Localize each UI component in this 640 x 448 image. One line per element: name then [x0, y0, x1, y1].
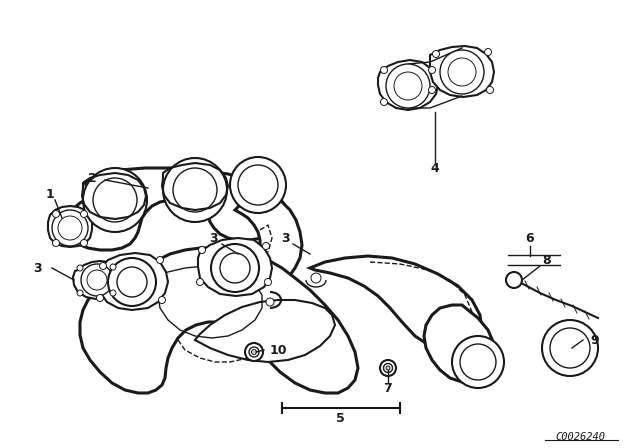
Circle shape	[77, 265, 83, 271]
Circle shape	[52, 210, 88, 246]
Circle shape	[252, 349, 257, 354]
Circle shape	[249, 347, 259, 357]
Text: C0026240: C0026240	[555, 432, 605, 442]
Circle shape	[484, 48, 492, 56]
Polygon shape	[48, 206, 92, 247]
Circle shape	[381, 99, 387, 105]
Circle shape	[394, 72, 422, 100]
Circle shape	[83, 168, 147, 232]
Circle shape	[266, 298, 274, 306]
Circle shape	[542, 320, 598, 376]
Circle shape	[220, 253, 250, 283]
Circle shape	[452, 336, 504, 388]
Polygon shape	[97, 253, 168, 310]
Circle shape	[81, 264, 113, 296]
Circle shape	[87, 270, 107, 290]
Circle shape	[110, 264, 116, 270]
Polygon shape	[424, 305, 496, 382]
Circle shape	[211, 244, 259, 292]
Text: 5: 5	[335, 412, 344, 425]
Circle shape	[117, 267, 147, 297]
Circle shape	[429, 66, 435, 73]
Polygon shape	[80, 248, 358, 393]
Circle shape	[52, 211, 60, 217]
Circle shape	[311, 273, 321, 283]
Circle shape	[380, 360, 396, 376]
Polygon shape	[378, 60, 438, 110]
Circle shape	[245, 343, 263, 361]
Circle shape	[81, 211, 88, 217]
Circle shape	[262, 242, 269, 250]
Circle shape	[58, 216, 82, 240]
Polygon shape	[68, 168, 286, 250]
Polygon shape	[430, 46, 494, 97]
Text: 3: 3	[34, 262, 42, 275]
Polygon shape	[195, 300, 335, 362]
Polygon shape	[73, 261, 122, 299]
Text: 1: 1	[45, 189, 54, 202]
Circle shape	[163, 158, 227, 222]
Text: 7: 7	[383, 382, 392, 395]
Circle shape	[173, 168, 217, 212]
Circle shape	[386, 64, 430, 108]
Circle shape	[386, 366, 390, 370]
Circle shape	[381, 66, 387, 73]
Circle shape	[506, 272, 522, 288]
Text: 2: 2	[88, 172, 97, 185]
Circle shape	[230, 157, 286, 213]
Circle shape	[52, 240, 60, 246]
Circle shape	[448, 58, 476, 86]
Circle shape	[550, 328, 590, 368]
Circle shape	[110, 290, 116, 296]
Circle shape	[93, 178, 137, 222]
Text: 10: 10	[269, 344, 287, 357]
Circle shape	[196, 279, 204, 285]
Circle shape	[264, 279, 271, 285]
Text: 3: 3	[210, 232, 218, 245]
Circle shape	[97, 294, 104, 302]
Text: 3: 3	[281, 232, 289, 245]
Circle shape	[429, 86, 435, 94]
Circle shape	[460, 344, 496, 380]
Circle shape	[486, 86, 493, 94]
Polygon shape	[235, 195, 302, 305]
Circle shape	[433, 51, 440, 57]
Circle shape	[383, 363, 392, 372]
Circle shape	[77, 290, 83, 296]
Text: 6: 6	[525, 232, 534, 245]
Circle shape	[159, 297, 166, 303]
Circle shape	[157, 257, 163, 263]
Circle shape	[440, 50, 484, 94]
Circle shape	[99, 263, 106, 270]
Polygon shape	[310, 256, 482, 354]
Circle shape	[108, 258, 156, 306]
Text: 8: 8	[543, 254, 551, 267]
Circle shape	[198, 246, 205, 254]
Circle shape	[238, 165, 278, 205]
Text: 9: 9	[591, 333, 599, 346]
Circle shape	[81, 240, 88, 246]
Polygon shape	[198, 238, 272, 296]
Text: 4: 4	[431, 161, 440, 175]
